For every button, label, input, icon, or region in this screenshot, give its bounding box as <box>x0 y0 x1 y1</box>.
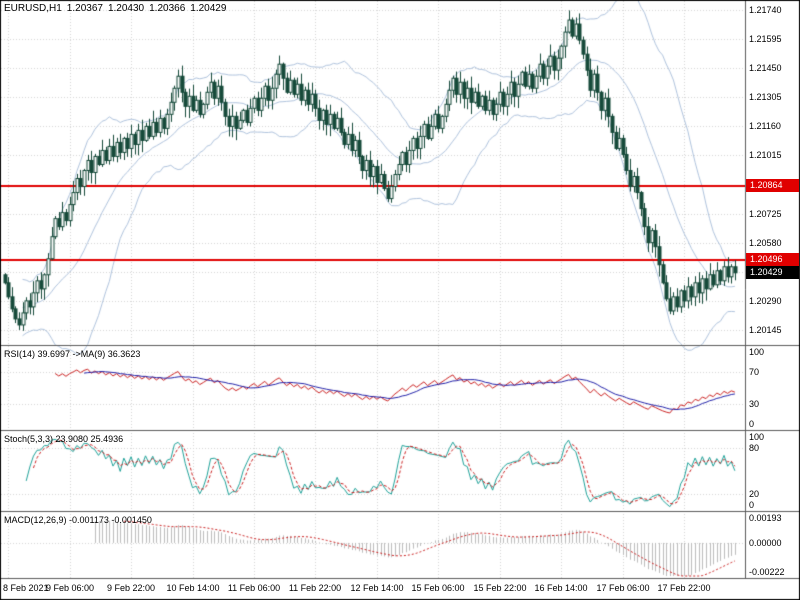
price-tick-label: 1.21740 <box>749 5 782 15</box>
price-tick-label: 1.21595 <box>749 34 782 44</box>
time-tick-label: 17 Feb 22:00 <box>657 583 711 593</box>
rsi-tick-label: 30 <box>749 399 760 409</box>
symbol-timeframe-label: EURUSD,H1 <box>4 3 62 14</box>
stoch-tick-label: 0 <box>749 500 755 510</box>
rsi-tick-label: 70 <box>749 367 760 377</box>
low-value: 1.20366 <box>149 3 186 14</box>
chart-header-ohlc: EURUSD,H1 1.20367 1.20430 1.20366 1.20429 <box>4 3 231 14</box>
macd-tick-label: 0.00000 <box>749 537 782 548</box>
open-value: 1.20367 <box>66 3 103 14</box>
price-tick-label: 1.20725 <box>749 209 782 219</box>
time-tick-label: 15 Feb 06:00 <box>411 583 465 593</box>
indicator-scales[interactable]: 100 70 30 0 100 80 20 0 0.00193 0.00000 -0.00222 <box>746 0 800 578</box>
time-tick-label: 11 Feb 06:00 <box>227 583 281 593</box>
time-tick-label: 10 Feb 14:00 <box>166 583 220 593</box>
price-tick-label: 1.21450 <box>749 63 782 73</box>
stoch-tick-label: 20 <box>749 488 760 499</box>
time-tick-label: 9 Feb 06:00 <box>45 583 95 593</box>
rsi-tick-label: 100 <box>749 347 765 357</box>
macd-tick-label: 0.00193 <box>749 513 782 523</box>
close-value: 1.20429 <box>190 3 227 14</box>
support-line-price-tag: 1.20496 <box>746 253 799 266</box>
rsi-tick-label: 0 <box>749 419 755 429</box>
resistance-line-price-tag: 1.20864 <box>746 179 799 192</box>
current-price-tag: 1.20429 <box>746 266 799 279</box>
price-tick-label: 1.21015 <box>749 150 782 160</box>
time-tick-label: 15 Feb 22:00 <box>473 583 527 593</box>
high-value: 1.20430 <box>107 3 145 14</box>
stochastic-indicator-label: Stoch(5,3,3) 23.9080 25.4936 <box>4 434 124 444</box>
time-tick-label: 17 Feb 06:00 <box>596 583 650 593</box>
price-tick-label: 1.20580 <box>749 238 782 248</box>
price-tick-label: 1.21160 <box>749 121 781 131</box>
stoch-tick-label: 100 <box>749 432 765 442</box>
price-tick-label: 1.21305 <box>749 92 782 102</box>
macd-indicator-label: MACD(12,26,9) -0.001173 -0.001450 <box>4 515 152 525</box>
price-tick-label: 1.20145 <box>749 325 782 335</box>
time-tick-label: 8 Feb 2021 <box>3 583 49 593</box>
time-tick-label: 11 Feb 22:00 <box>288 583 342 593</box>
price-tick-label: 1.20290 <box>749 296 782 306</box>
macd-tick-label: -0.00222 <box>749 567 785 577</box>
time-scale[interactable]: 8 Feb 2021 9 Feb 06:00 9 Feb 22:00 10 Feb 1… <box>0 578 800 600</box>
stoch-tick-label: 80 <box>749 443 760 454</box>
rsi-indicator-label: RSI(14) 39.6997 ->MA(9) 36.3623 <box>4 349 141 359</box>
time-tick-label: 12 Feb 14:00 <box>350 583 404 593</box>
time-tick-label: 9 Feb 22:00 <box>106 583 156 593</box>
time-tick-label: 16 Feb 14:00 <box>534 583 588 593</box>
